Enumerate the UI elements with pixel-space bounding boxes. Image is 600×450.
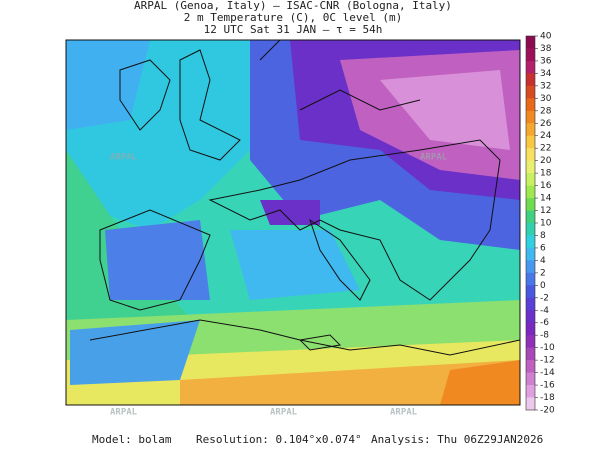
colorbar-swatch <box>526 360 535 373</box>
colorbar-label: -16 <box>540 381 555 391</box>
watermark: ARPAL <box>110 408 138 418</box>
colorbar-label: -18 <box>540 393 555 403</box>
colorbar-swatch <box>526 223 535 236</box>
colorbar-swatch <box>526 48 535 62</box>
colorbar-label: 12 <box>540 206 551 216</box>
colorbar-swatch <box>526 272 535 286</box>
colorbar-label: -8 <box>540 331 549 341</box>
colorbar-label: 26 <box>540 119 552 129</box>
colorbar-swatch <box>526 335 535 348</box>
colorbar-swatch <box>526 310 535 324</box>
colorbar-swatch <box>526 160 535 174</box>
colorbar-label: 36 <box>540 56 552 66</box>
colorbar-swatch <box>526 322 535 336</box>
colorbar-swatch <box>526 85 535 99</box>
colorbar-swatch <box>526 36 535 49</box>
colorbar-swatch <box>526 385 535 398</box>
colorbar-swatch <box>526 347 535 361</box>
colorbar-swatch <box>526 123 535 137</box>
colorbar-label: 16 <box>540 181 552 191</box>
colorbar-label: 28 <box>540 106 552 116</box>
colorbar-label: 30 <box>540 94 552 104</box>
colorbar-label: 6 <box>540 243 546 253</box>
colorbar-label: 32 <box>540 81 551 91</box>
colorbar-swatch <box>526 247 535 261</box>
colorbar-label: 2 <box>540 268 546 278</box>
colorbar-swatch <box>526 235 535 249</box>
colorbar: 4038363432302826242220181614121086420-2-… <box>525 32 555 416</box>
colorbar-swatch <box>526 397 535 411</box>
colorbar-label: 18 <box>540 169 552 179</box>
colorbar-label: 8 <box>540 231 546 241</box>
colorbar-label: 0 <box>540 281 546 291</box>
colorbar-label: -12 <box>540 356 555 366</box>
colorbar-label: -10 <box>540 343 555 353</box>
map: ARPAL ARPAL ARPAL ARPAL ARPAL <box>65 39 521 418</box>
colorbar-swatch <box>526 210 535 224</box>
colorbar-swatch <box>526 98 535 112</box>
colorbar-swatch <box>526 135 535 149</box>
footer-resolution: Resolution: 0.104°x0.074° <box>196 433 362 446</box>
colorbar-label: 34 <box>540 69 552 79</box>
colorbar-label: 38 <box>540 44 552 54</box>
colorbar-swatch <box>526 60 535 74</box>
colorbar-label: 20 <box>540 156 552 166</box>
colorbar-swatch <box>526 173 535 186</box>
footer-model: Model: bolam <box>92 433 172 446</box>
colorbar-label: -2 <box>540 293 549 303</box>
watermark: ARPAL <box>420 153 448 163</box>
colorbar-swatch <box>526 73 535 87</box>
colorbar-label: 10 <box>540 219 552 229</box>
colorbar-label: -14 <box>540 368 555 378</box>
header-line: 12 UTC Sat 31 JAN — τ = 54h <box>204 23 383 36</box>
colorbar-label: -20 <box>540 406 555 416</box>
colorbar-label: 22 <box>540 144 551 154</box>
footer-analysis: Analysis: Thu 06Z29JAN2026 <box>371 433 543 446</box>
colorbar-swatch <box>526 260 535 274</box>
header-line: ARPAL (Genoa, Italy) — ISAC-CNR (Bologna… <box>134 0 452 12</box>
colorbar-label: 4 <box>540 256 546 266</box>
watermark: ARPAL <box>110 153 138 163</box>
colorbar-swatch <box>526 185 535 199</box>
colorbar-label: -6 <box>540 318 549 328</box>
colorbar-label: 40 <box>540 32 552 42</box>
watermark: ARPAL <box>390 408 418 418</box>
watermark: ARPAL <box>270 408 298 418</box>
colorbar-swatch <box>526 198 535 211</box>
colorbar-swatch <box>526 110 535 124</box>
colorbar-swatch <box>526 297 535 311</box>
colorbar-label: 24 <box>540 131 552 141</box>
colorbar-swatch <box>526 372 535 386</box>
colorbar-swatch <box>526 148 535 161</box>
colorbar-label: 14 <box>540 194 552 204</box>
colorbar-swatch <box>526 285 535 299</box>
header-line: 2 m Temperature (C), 0C level (m) <box>184 11 403 24</box>
colorbar-label: -4 <box>540 306 549 316</box>
